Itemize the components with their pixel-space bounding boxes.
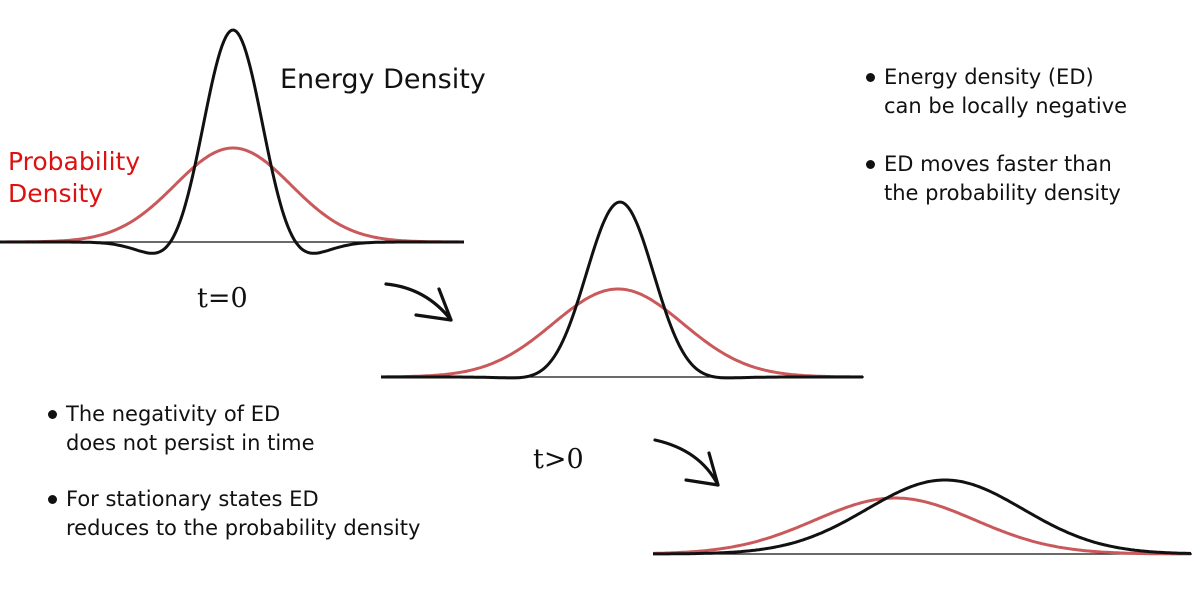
panel-t-mid: [381, 200, 864, 380]
note-line: the probability density: [884, 181, 1121, 205]
bullet-icon: [866, 73, 875, 82]
probability-density-label: Probability Density: [8, 146, 140, 210]
note-line: ED moves faster than: [884, 152, 1112, 176]
note-item: For stationary states ED reduces to the …: [48, 485, 421, 543]
bullet-icon: [866, 160, 875, 169]
curved-arrow-icon: [384, 282, 453, 322]
note-item: Energy density (ED) can be locally negat…: [866, 63, 1128, 121]
note-line: For stationary states ED: [66, 487, 319, 511]
probability-density-curve-t0: [0, 146, 464, 244]
note-line: Energy density (ED): [884, 65, 1094, 89]
energy-density-curve-t0: [0, 28, 464, 255]
note-line: does not persist in time: [66, 431, 315, 455]
bullet-icon: [48, 410, 57, 419]
time-later-label: t>0: [533, 444, 584, 475]
probability-density-label-line1: Probability: [8, 147, 141, 176]
energy-density-label: Energy Density: [280, 64, 486, 95]
panel-t0: [0, 28, 464, 255]
panel-t-late: [653, 478, 1192, 556]
probability-density-curve-t-late: [653, 496, 1191, 556]
energy-density-curve-t-mid: [381, 200, 863, 380]
note-line: can be locally negative: [884, 94, 1128, 118]
curved-arrow-icon: [653, 438, 720, 487]
probability-density-curve-t-mid: [381, 287, 863, 379]
note-item: ED moves faster than the probability den…: [866, 150, 1121, 208]
bullet-icon: [48, 495, 57, 504]
energy-density-curve-t-late: [653, 478, 1192, 556]
note-item: The negativity of ED does not persist in…: [48, 400, 315, 458]
time-zero-label: t=0: [197, 283, 248, 314]
note-line: The negativity of ED: [66, 402, 281, 426]
note-line: reduces to the probability density: [66, 516, 421, 540]
probability-density-label-line2: Density: [8, 179, 104, 208]
